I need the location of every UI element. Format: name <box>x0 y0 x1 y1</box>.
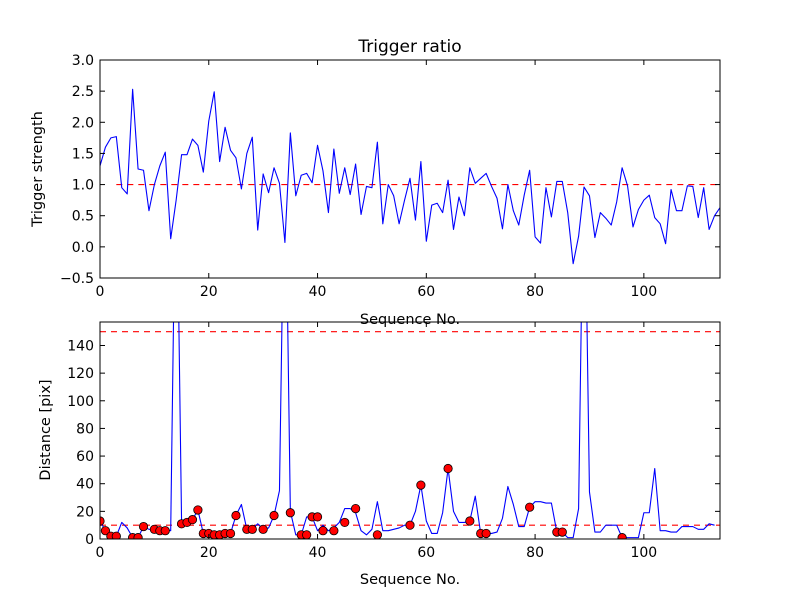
bottom-data-marker-23 <box>258 524 268 534</box>
bottom-x-tick-label-0: 0 <box>96 545 105 561</box>
top-y-tick-label-5: 2.0 <box>72 115 94 131</box>
top-y-tick-label-7: 3.0 <box>72 53 94 69</box>
bottom-y-tick-label-6: 120 <box>67 366 94 382</box>
bottom-data-marker-1 <box>100 526 111 536</box>
top-plot-frame <box>99 59 721 279</box>
top-x-tick-label-1: 20 <box>200 284 218 300</box>
top-y-tick-label-1: 0.0 <box>72 240 94 256</box>
top-y-tick-label-3: 1.0 <box>72 178 94 194</box>
bottom-data-marker-27 <box>302 530 312 539</box>
bottom-x-tick-label-5: 100 <box>630 545 657 561</box>
top-y-tick-label-0: −0.5 <box>60 271 94 287</box>
top-panel-trigger-ratio: 0 20 40 60 80 100 −0.5 0.0 0.5 1.0 1.5 2.0 2.5 3.0 Se… <box>30 53 721 328</box>
bottom-data-marker-35 <box>405 520 415 530</box>
bottom-x-axis-title: Sequence No. <box>360 572 460 588</box>
top-x-tick-label-3: 60 <box>417 284 435 300</box>
bottom-data-marker-3 <box>111 531 121 539</box>
bottom-data-marker-20 <box>231 510 241 521</box>
bottom-data-marker-31 <box>329 526 339 536</box>
bottom-data-marker-6 <box>138 521 149 532</box>
bottom-x-tick-label-2: 40 <box>309 545 327 561</box>
bottom-data-marker-29 <box>312 512 323 522</box>
bottom-data-marker-41 <box>525 502 535 512</box>
bottom-axis-ticks: 0 20 40 60 80 100 0 20 40 60 80 100 120 140 <box>67 322 720 561</box>
top-series-line-0 <box>100 88 720 265</box>
bottom-data-marker-13 <box>193 505 203 515</box>
bottom-data-marker-22 <box>247 524 257 534</box>
bottom-data-marker-5 <box>133 533 143 539</box>
bottom-y-tick-label-2: 40 <box>76 477 94 493</box>
bottom-data-marker-24 <box>269 510 279 521</box>
bottom-x-tick-label-1: 20 <box>200 545 218 561</box>
bottom-x-tick-label-4: 80 <box>526 545 544 561</box>
bottom-data-marker-44 <box>617 533 627 539</box>
bottom-y-tick-label-1: 20 <box>76 504 94 520</box>
bottom-plot-frame <box>99 321 721 540</box>
top-x-tick-label-4: 80 <box>526 284 544 300</box>
bottom-data-marker-38 <box>465 516 475 526</box>
bottom-data-marker-37 <box>443 463 453 474</box>
top-y-axis-title: Trigger strength <box>30 111 46 228</box>
bottom-y-tick-label-4: 80 <box>76 421 94 437</box>
bottom-y-tick-label-5: 100 <box>67 394 94 410</box>
top-x-tick-label-2: 40 <box>309 284 327 300</box>
top-y-tick-label-2: 0.5 <box>72 209 94 225</box>
bottom-panel-distance: 0 20 40 60 80 100 0 20 40 60 80 100 120 140 Sequence … <box>38 321 721 588</box>
bottom-y-tick-label-7: 140 <box>67 338 94 354</box>
top-plot-area <box>100 88 720 265</box>
top-axis-ticks: 0 20 40 60 80 100 −0.5 0.0 0.5 1.0 1.5 2.0 2.5 3.0 <box>60 53 720 300</box>
top-y-tick-label-6: 2.5 <box>72 84 94 100</box>
top-y-tick-label-4: 1.5 <box>72 146 94 162</box>
bottom-data-marker-36 <box>416 480 426 490</box>
bottom-data-marker-32 <box>340 517 350 528</box>
bottom-y-axis-title: Distance [pix] <box>38 379 54 480</box>
top-x-tick-label-5: 100 <box>630 284 657 300</box>
bottom-x-tick-label-3: 60 <box>417 545 435 561</box>
bottom-y-tick-label-3: 60 <box>76 449 94 465</box>
bottom-data-marker-33 <box>351 503 361 514</box>
bottom-data-marker-25 <box>285 508 295 518</box>
bottom-data-marker-40 <box>481 528 491 539</box>
bottom-data-marker-30 <box>318 526 328 536</box>
bottom-data-marker-43 <box>557 527 567 537</box>
top-x-tick-label-0: 0 <box>96 284 105 300</box>
bottom-plot-area <box>100 322 720 539</box>
bottom-y-tick-label-0: 0 <box>85 532 94 548</box>
bottom-data-marker-19 <box>225 528 236 539</box>
bottom-data-marker-9 <box>160 526 170 536</box>
top-x-axis-title: Sequence No. <box>360 312 460 328</box>
bottom-data-marker-34 <box>372 530 382 539</box>
bottom-series-line-0 <box>100 322 715 539</box>
bottom-data-marker-12 <box>187 515 198 525</box>
top-chart-title: Trigger ratio <box>357 37 461 57</box>
